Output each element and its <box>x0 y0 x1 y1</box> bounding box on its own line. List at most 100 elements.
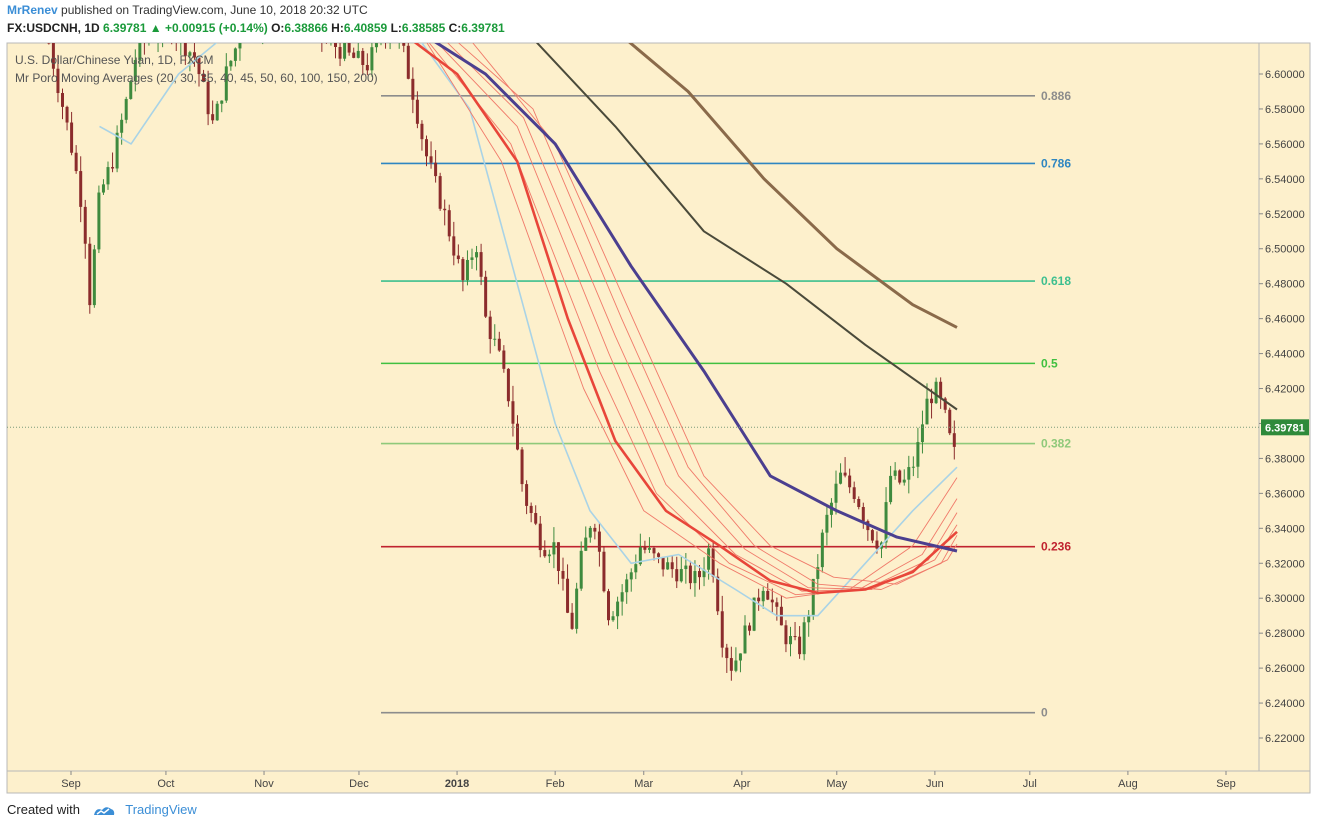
y-tick-label-4: 6.52000 <box>1265 209 1305 221</box>
candle-body-81 <box>415 99 419 124</box>
candle-body-31 <box>188 52 192 56</box>
candle-body-75 <box>389 40 392 41</box>
candle-body-84 <box>429 156 433 163</box>
candle-body-87 <box>443 208 447 211</box>
candle-body-72 <box>374 43 378 48</box>
candle-body-33 <box>197 57 201 75</box>
chart-title: U.S. Dollar/Chinese Yuan, 1D, FXCM <box>15 53 214 67</box>
x-tick-label-12: Sep <box>1216 778 1236 790</box>
y-tick-label-9: 6.42000 <box>1265 384 1305 396</box>
candle-body-110 <box>547 554 551 557</box>
publish-info: MrRenev published on TradingView.com, Ju… <box>7 3 368 17</box>
candle-body-117 <box>579 550 583 589</box>
published-text: published on TradingView.com, June 10, 2… <box>61 3 368 17</box>
candle-body-98 <box>493 338 497 340</box>
candle-body-127 <box>625 579 629 593</box>
candle-body-46 <box>257 28 260 29</box>
candle-body-138 <box>675 569 679 582</box>
candle-body-45 <box>252 18 255 28</box>
candle-body-124 <box>611 616 615 621</box>
candle-body-190 <box>911 466 915 468</box>
y-tick-label-14: 6.32000 <box>1265 558 1305 570</box>
candle-body-38 <box>220 100 224 104</box>
x-tick-label-3: Dec <box>349 778 369 790</box>
fib-label-4: 0.382 <box>1041 437 1071 451</box>
candle-body-103 <box>515 423 519 450</box>
candle-body-125 <box>616 601 620 617</box>
candle-body-68 <box>356 50 360 58</box>
ma-ribbon-line-1 <box>428 43 958 596</box>
candle-body-61 <box>325 37 328 38</box>
y-tick-label-18: 6.24000 <box>1265 698 1305 710</box>
candle-body-4 <box>65 106 69 123</box>
candle-body-73 <box>379 32 382 36</box>
candle-body-142 <box>693 571 697 584</box>
candle-body-132 <box>647 548 651 550</box>
candle-body-194 <box>930 398 934 404</box>
candle-body-35 <box>206 81 210 115</box>
candle-body-151 <box>734 660 738 671</box>
plot-area[interactable] <box>6 42 1260 772</box>
candle-body-74 <box>384 32 387 41</box>
fib-label-5: 0.236 <box>1041 540 1071 554</box>
price-axis[interactable] <box>1258 42 1311 772</box>
candle-body-135 <box>661 556 665 570</box>
tradingview-link[interactable]: TradingView <box>125 802 197 817</box>
candle-body-50 <box>275 20 278 25</box>
candle-body-0 <box>47 43 51 44</box>
x-tick-label-4: 2018 <box>445 778 469 790</box>
time-axis[interactable] <box>6 770 1311 794</box>
y-tick-label-13: 6.34000 <box>1265 523 1305 535</box>
candle-body-95 <box>479 252 483 277</box>
x-tick-label-1: Oct <box>157 778 174 790</box>
candle-body-147 <box>716 576 720 612</box>
y-tick-label-5: 6.50000 <box>1265 244 1305 256</box>
high-label: H: <box>331 21 344 35</box>
candle-body-176 <box>848 475 852 488</box>
candle-body-166 <box>802 622 806 655</box>
candle-body-18 <box>129 81 133 99</box>
candle-body-34 <box>202 74 206 82</box>
candle-body-189 <box>907 467 911 480</box>
candle-body-57 <box>307 22 310 26</box>
candle-body-119 <box>588 527 592 538</box>
candle-body-25 <box>161 15 164 34</box>
candle-body-83 <box>424 139 428 157</box>
footer: Created with TradingView <box>7 802 197 818</box>
candle-body-120 <box>593 527 597 532</box>
candle-body-148 <box>720 611 724 648</box>
y-tick-label-8: 6.44000 <box>1265 349 1305 361</box>
candle-body-22 <box>147 38 150 41</box>
candle-body-153 <box>743 625 747 654</box>
candle-body-96 <box>484 276 488 317</box>
moving-averages <box>99 43 958 617</box>
candle-body-91 <box>461 259 465 281</box>
candle-body-39 <box>224 66 228 101</box>
candle-body-129 <box>634 564 638 573</box>
open-value: 6.38866 <box>284 21 328 35</box>
y-tick-label-11: 6.38000 <box>1265 453 1305 465</box>
candle-body-42 <box>238 43 242 49</box>
tradingview-logo-icon[interactable] <box>92 804 116 818</box>
candle-body-64 <box>338 46 342 59</box>
candle-body-195 <box>934 381 938 404</box>
candle-body-139 <box>679 569 683 582</box>
ma-ribbon-line-0 <box>426 43 958 599</box>
fib-label-1: 0.786 <box>1041 156 1071 170</box>
candle-body-154 <box>748 625 752 631</box>
candle-body-181 <box>870 530 874 541</box>
candle-body-79 <box>406 45 410 79</box>
author-name[interactable]: MrRenev <box>7 3 58 17</box>
candle-body-30 <box>183 43 187 56</box>
candle-body-85 <box>434 162 438 177</box>
ma-150-line <box>535 43 958 411</box>
candle-body-62 <box>329 37 332 38</box>
candle-body-52 <box>284 15 287 19</box>
candle-body-155 <box>752 597 756 631</box>
candle-body-48 <box>266 13 269 14</box>
symbol-label: FX:USDCNH, 1D <box>7 21 100 35</box>
candle-body-97 <box>488 316 492 340</box>
candle-body-67 <box>352 52 356 58</box>
candle-body-134 <box>657 553 661 557</box>
